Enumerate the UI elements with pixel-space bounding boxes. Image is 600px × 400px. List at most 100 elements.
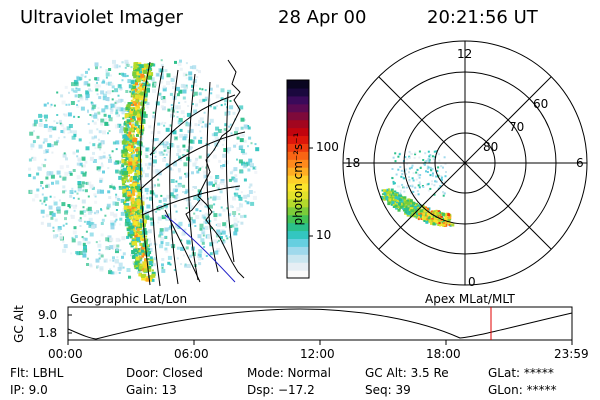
polar-aurora-pixel bbox=[437, 217, 440, 220]
geo-speckle-pixel bbox=[160, 237, 165, 242]
geo-speckle-pixel bbox=[185, 77, 188, 80]
geo-aurora-pixel bbox=[121, 180, 125, 184]
geo-speckle-pixel bbox=[151, 169, 156, 174]
geo-speckle-pixel bbox=[62, 224, 65, 227]
geo-aurora-pixel bbox=[131, 186, 134, 189]
geo-speckle-pixel bbox=[185, 73, 188, 76]
polar-aurora-pixel bbox=[439, 223, 443, 227]
geo-speckle-pixel bbox=[80, 73, 84, 77]
geo-speckle-pixel bbox=[105, 237, 110, 242]
polar-speckle-pixel bbox=[424, 152, 427, 155]
geo-speckle-pixel bbox=[191, 113, 194, 116]
geo-speckle-pixel bbox=[101, 162, 103, 165]
geo-speckle-pixel bbox=[112, 141, 116, 145]
geo-speckle-pixel bbox=[97, 138, 100, 141]
geo-aurora-pixel bbox=[131, 241, 136, 246]
polar-speckle-pixel bbox=[410, 166, 413, 169]
geo-speckle-pixel bbox=[44, 203, 47, 206]
geo-speckle-pixel bbox=[195, 208, 199, 212]
geo-speckle-pixel bbox=[42, 164, 46, 168]
geo-speckle-pixel bbox=[178, 89, 183, 94]
geo-speckle-pixel bbox=[66, 164, 70, 168]
geo-aurora-pixel bbox=[143, 79, 146, 82]
geo-speckle-pixel bbox=[109, 245, 114, 250]
geo-speckle-pixel bbox=[179, 67, 183, 71]
geo-speckle-pixel bbox=[99, 266, 104, 271]
geo-aurora-pixel bbox=[137, 116, 142, 121]
geo-speckle-pixel bbox=[56, 91, 59, 94]
geo-aurora-pixel bbox=[129, 230, 134, 235]
geo-aurora-pixel bbox=[137, 127, 139, 130]
geo-speckle-pixel bbox=[79, 96, 84, 101]
geo-speckle-pixel bbox=[231, 176, 236, 181]
geo-speckle-pixel bbox=[161, 96, 166, 100]
polar-speckle-pixel bbox=[401, 173, 404, 176]
colorbar-cell bbox=[287, 230, 309, 239]
colorbar-cell bbox=[287, 111, 309, 121]
geo-speckle-pixel bbox=[130, 276, 133, 279]
geo-speckle-pixel bbox=[108, 68, 112, 71]
geo-speckle-pixel bbox=[213, 106, 217, 110]
geo-speckle-pixel bbox=[114, 124, 119, 129]
geo-speckle-pixel bbox=[77, 94, 82, 98]
polar-speckle-pixel bbox=[397, 185, 399, 188]
polar-aurora-pixel bbox=[394, 204, 398, 208]
colorbar-cells bbox=[287, 80, 309, 279]
geo-speckle-pixel bbox=[139, 262, 142, 265]
geo-speckle-pixel bbox=[214, 142, 219, 147]
polar-aurora-pixel bbox=[436, 211, 440, 215]
polar-speckle-pixel bbox=[432, 158, 435, 161]
geo-speckle-pixel bbox=[170, 113, 174, 118]
geo-aurora-pixel bbox=[133, 65, 138, 70]
mlt-label-6: 6 bbox=[576, 156, 584, 170]
geo-speckle-pixel bbox=[74, 235, 78, 239]
geo-speckle-pixel bbox=[126, 126, 131, 131]
geo-aurora-pixel bbox=[132, 137, 137, 142]
polar-aurora-pixel bbox=[403, 199, 407, 203]
geo-speckle-pixel bbox=[148, 247, 153, 252]
geo-speckle-pixel bbox=[56, 121, 59, 124]
geo-speckle-pixel bbox=[47, 128, 52, 133]
geo-speckle-pixel bbox=[175, 186, 179, 190]
colorbar-frame bbox=[286, 79, 310, 279]
geo-speckle-pixel bbox=[116, 256, 119, 259]
geo-aurora-pixel bbox=[148, 251, 152, 255]
geo-speckle-pixel bbox=[206, 153, 210, 157]
geo-speckle-pixel bbox=[245, 152, 248, 155]
geo-aurora-pixel bbox=[130, 163, 135, 168]
geo-aurora-pixel bbox=[124, 180, 127, 183]
geo-speckle-pixel bbox=[176, 111, 179, 113]
geo-aurora-pixel bbox=[140, 101, 145, 106]
geo-aurora-pixel bbox=[143, 63, 148, 68]
geo-speckle-pixel bbox=[100, 254, 104, 258]
geo-speckle-pixel bbox=[39, 119, 43, 122]
geo-speckle-pixel bbox=[209, 175, 213, 179]
geo-speckle-pixel bbox=[147, 166, 150, 170]
geo-aurora-pixel bbox=[131, 90, 135, 94]
geo-speckle-pixel bbox=[57, 136, 60, 139]
geo-speckle-pixel bbox=[74, 89, 78, 93]
geo-speckle-pixel bbox=[199, 117, 204, 122]
geo-speckle-pixel bbox=[72, 151, 76, 155]
geo-speckle-pixel bbox=[30, 143, 35, 148]
geo-aurora-pixel bbox=[143, 69, 148, 74]
polar-aurora-pixel bbox=[392, 191, 395, 194]
geo-speckle-pixel bbox=[126, 268, 131, 272]
geo-speckle-pixel bbox=[147, 238, 152, 243]
geo-speckle-pixel bbox=[121, 236, 126, 241]
geo-speckle-pixel bbox=[218, 129, 222, 133]
geo-speckle-pixel bbox=[112, 259, 115, 262]
geo-speckle-pixel bbox=[121, 133, 123, 136]
geo-aurora-pixel bbox=[130, 152, 133, 155]
geo-speckle-pixel bbox=[83, 81, 88, 86]
geo-speckle-pixel bbox=[79, 77, 83, 81]
geo-speckle-pixel bbox=[100, 141, 103, 144]
geo-speckle-pixel bbox=[121, 255, 124, 259]
polar-aurora-pixel bbox=[421, 213, 424, 216]
geo-speckle-pixel bbox=[169, 167, 173, 171]
geo-aurora-pixel bbox=[131, 197, 135, 201]
geo-speckle-pixel bbox=[221, 230, 226, 235]
geo-speckle-pixel bbox=[196, 170, 200, 174]
geo-speckle-pixel bbox=[203, 170, 207, 174]
geo-speckle-pixel bbox=[74, 94, 78, 98]
